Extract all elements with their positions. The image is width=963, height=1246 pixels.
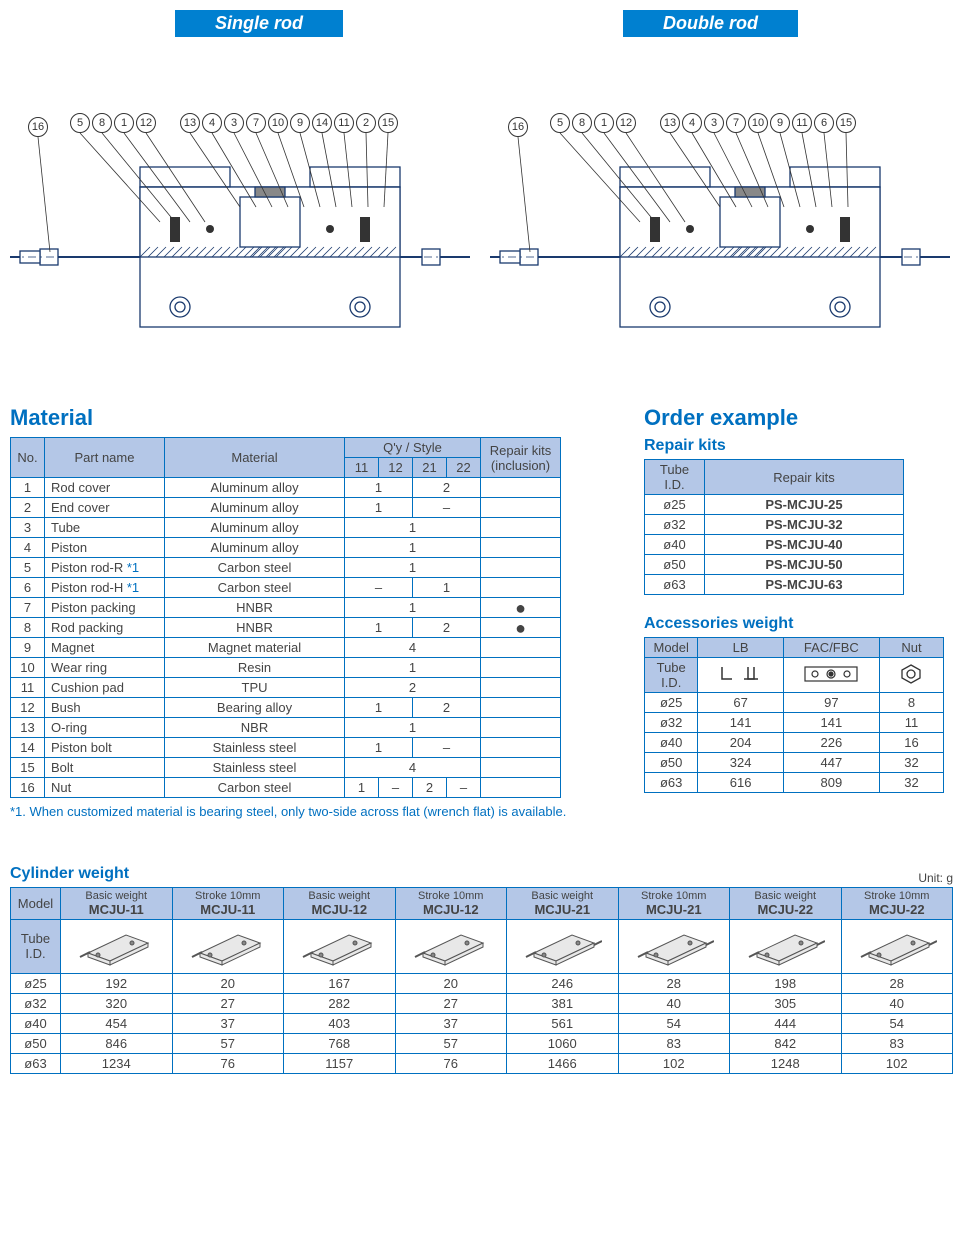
material-row: 4 Piston Aluminum alloy 1 — [11, 538, 561, 558]
callout-1: 1 — [114, 113, 134, 133]
callout-13: 13 — [180, 113, 200, 133]
callout-15: 15 — [836, 113, 856, 133]
callout-8: 8 — [572, 113, 592, 133]
callout-4: 4 — [682, 113, 702, 133]
unit-label: Unit: g — [918, 871, 953, 885]
cylinder-icon — [395, 919, 507, 973]
material-row: 14 Piston bolt Stainless steel 1– — [11, 738, 561, 758]
cylinder-weight-row: ø50846577685710608384283 — [11, 1033, 953, 1053]
repair-kits-table: Tube I.D.Repair kitsø25PS-MCJU-25ø32PS-M… — [644, 459, 904, 595]
accessories-table: ModelLBFAC/FBCNutTube I.D.ø2567978ø32141… — [644, 637, 944, 793]
accessory-row: ø6361680932 — [645, 773, 944, 793]
material-title: Material — [10, 405, 620, 431]
cylinder-weight-title: Cylinder weight — [10, 865, 129, 883]
repair-kits-title: Repair kits — [644, 437, 953, 455]
material-section: Material No. Part name Material Q'y / St… — [10, 397, 620, 821]
callout-15: 15 — [378, 113, 398, 133]
callout-1: 1 — [594, 113, 614, 133]
cylinder-icon — [284, 919, 396, 973]
cylinder-weight-row: ø3232027282273814030540 — [11, 993, 953, 1013]
callout-9: 9 — [770, 113, 790, 133]
cylinder-icon — [61, 919, 173, 973]
accessory-row: ø4020422616 — [645, 733, 944, 753]
callout-3: 3 — [704, 113, 724, 133]
callout-16: 16 — [508, 117, 528, 137]
lb-icon — [698, 658, 783, 693]
material-row: 5 Piston rod-R *1 Carbon steel 1 — [11, 558, 561, 578]
callout-2: 2 — [356, 113, 376, 133]
material-row: 2 End cover Aluminum alloy 1– — [11, 498, 561, 518]
callout-12: 12 — [616, 113, 636, 133]
callout-5: 5 — [70, 113, 90, 133]
callout-14: 14 — [312, 113, 332, 133]
cylinder-icon — [730, 919, 842, 973]
material-row: 1 Rod cover Aluminum alloy 12 — [11, 478, 561, 498]
order-example-title: Order example — [644, 405, 953, 431]
material-row: 3 Tube Aluminum alloy 1 — [11, 518, 561, 538]
material-row: 7 Piston packing HNBR 1 ● — [11, 598, 561, 618]
callout-3: 3 — [224, 113, 244, 133]
material-row: 6 Piston rod-H *1 Carbon steel –1 — [11, 578, 561, 598]
cylinder-icon — [618, 919, 730, 973]
callout-8: 8 — [92, 113, 112, 133]
callout-10: 10 — [268, 113, 288, 133]
repair-kit-row: ø25PS-MCJU-25 — [645, 495, 904, 515]
cylinder-icon — [841, 919, 953, 973]
callout-5: 5 — [550, 113, 570, 133]
callout-16: 16 — [28, 117, 48, 137]
fac-icon — [783, 658, 879, 693]
cylinder-weight-row: ø6312347611577614661021248102 — [11, 1053, 953, 1073]
callout-9: 9 — [290, 113, 310, 133]
nut-icon — [879, 658, 943, 693]
diagrams-row: 1658112134371091411215 — [10, 57, 953, 357]
accessory-row: ø3214114111 — [645, 713, 944, 733]
repair-kit-row: ø40PS-MCJU-40 — [645, 535, 904, 555]
accessories-weight-title: Accessories weight — [644, 615, 953, 633]
callout-7: 7 — [726, 113, 746, 133]
header-tabs: Single rod Double rod — [10, 10, 953, 37]
cylinder-weight-row: ø2519220167202462819828 — [11, 973, 953, 993]
callout-6: 6 — [814, 113, 834, 133]
material-row: 12 Bush Bearing alloy 12 — [11, 698, 561, 718]
material-row: 16 Nut Carbon steel 1–2– — [11, 778, 561, 798]
callout-11: 11 — [792, 113, 812, 133]
cylinder-weight-table: ModelBasic weightMCJU-11Stroke 10mmMCJU-… — [10, 887, 953, 1074]
right-column: Order example Repair kits Tube I.D.Repai… — [644, 397, 953, 793]
material-row: 15 Bolt Stainless steel 4 — [11, 758, 561, 778]
accessory-row: ø2567978 — [645, 693, 944, 713]
callout-12: 12 — [136, 113, 156, 133]
repair-kit-row: ø63PS-MCJU-63 — [645, 575, 904, 595]
callout-4: 4 — [202, 113, 222, 133]
callout-7: 7 — [246, 113, 266, 133]
callout-13: 13 — [660, 113, 680, 133]
cylinder-icon — [507, 919, 619, 973]
cylinder-icon — [172, 919, 284, 973]
cylinder-weight-section: Cylinder weight Unit: g ModelBasic weigh… — [10, 861, 953, 1074]
cylinder-weight-row: ø4045437403375615444454 — [11, 1013, 953, 1033]
callout-11: 11 — [334, 113, 354, 133]
material-table: No. Part name Material Q'y / Style Repai… — [10, 437, 561, 798]
material-row: 10 Wear ring Resin 1 — [11, 658, 561, 678]
repair-kit-row: ø50PS-MCJU-50 — [645, 555, 904, 575]
material-row: 8 Rod packing HNBR 12 ● — [11, 618, 561, 638]
material-row: 13 O-ring NBR 1 — [11, 718, 561, 738]
material-row: 11 Cushion pad TPU 2 — [11, 678, 561, 698]
callout-10: 10 — [748, 113, 768, 133]
tab-double-rod: Double rod — [623, 10, 798, 37]
material-footnote: *1. When customized material is bearing … — [10, 804, 620, 821]
accessory-row: ø5032444732 — [645, 753, 944, 773]
diagram-double-rod: 16 58112 1343710911615 — [490, 57, 950, 357]
tab-single-rod: Single rod — [175, 10, 343, 37]
diagram-single-rod: 1658112134371091411215 — [10, 57, 470, 357]
repair-kit-row: ø32PS-MCJU-32 — [645, 515, 904, 535]
material-row: 9 Magnet Magnet material 4 — [11, 638, 561, 658]
content-row: Material No. Part name Material Q'y / St… — [10, 397, 953, 821]
